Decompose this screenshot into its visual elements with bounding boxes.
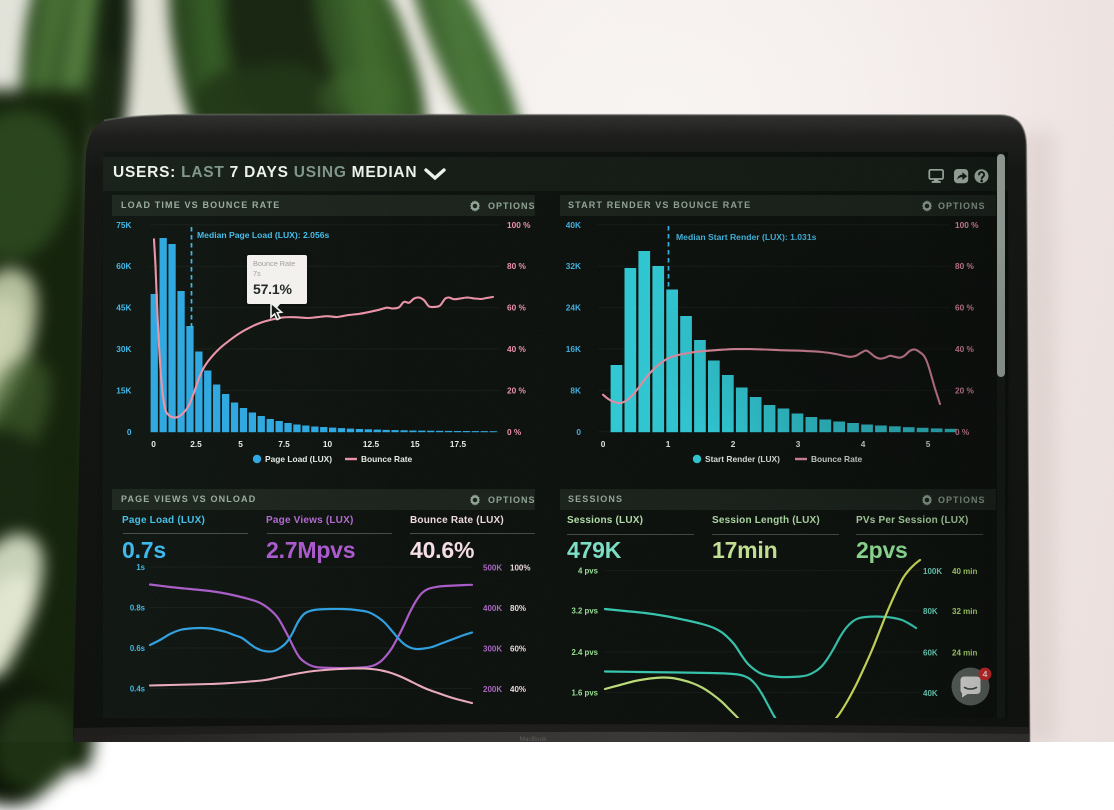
svg-text:0: 0 bbox=[151, 439, 156, 449]
svg-text:1s: 1s bbox=[136, 563, 145, 572]
svg-text:400K: 400K bbox=[483, 604, 502, 613]
svg-text:75K: 75K bbox=[116, 220, 131, 230]
svg-text:200K: 200K bbox=[483, 685, 502, 694]
svg-text:5: 5 bbox=[238, 439, 243, 449]
svg-text:60K: 60K bbox=[116, 261, 131, 271]
svg-text:3.2 pvs: 3.2 pvs bbox=[572, 607, 599, 616]
svg-text:15: 15 bbox=[410, 439, 420, 449]
svg-text:24 min: 24 min bbox=[952, 649, 977, 658]
svg-text:24K: 24K bbox=[566, 303, 581, 313]
svg-text:100 %: 100 % bbox=[955, 220, 979, 230]
svg-text:20 %: 20 % bbox=[955, 385, 975, 395]
svg-text:4: 4 bbox=[861, 439, 866, 449]
svg-text:100 %: 100 % bbox=[507, 220, 531, 230]
svg-text:3: 3 bbox=[796, 439, 801, 449]
svg-text:1.6 pvs: 1.6 pvs bbox=[572, 689, 599, 698]
svg-text:4: 4 bbox=[983, 669, 988, 679]
svg-text:15K: 15K bbox=[116, 385, 131, 395]
svg-text:40K: 40K bbox=[566, 220, 581, 230]
svg-text:40%: 40% bbox=[510, 685, 526, 694]
svg-text:60 %: 60 % bbox=[507, 303, 527, 313]
svg-text:2.4 pvs: 2.4 pvs bbox=[572, 648, 599, 657]
svg-text:32K: 32K bbox=[566, 261, 581, 271]
svg-text:100%: 100% bbox=[510, 564, 530, 573]
svg-text:20 %: 20 % bbox=[507, 385, 527, 395]
svg-text:0: 0 bbox=[601, 439, 606, 449]
svg-text:2: 2 bbox=[731, 439, 736, 449]
svg-text:80 %: 80 % bbox=[507, 261, 527, 271]
svg-text:80K: 80K bbox=[923, 607, 938, 616]
svg-text:Median Page Load (LUX): 2.056s: Median Page Load (LUX): 2.056s bbox=[197, 230, 330, 240]
svg-text:0.6s: 0.6s bbox=[130, 644, 146, 653]
svg-text:32 min: 32 min bbox=[952, 607, 977, 616]
svg-text:16K: 16K bbox=[566, 344, 581, 354]
svg-text:2.5: 2.5 bbox=[190, 439, 202, 449]
svg-text:30K: 30K bbox=[116, 344, 131, 354]
svg-text:80%: 80% bbox=[510, 604, 526, 613]
svg-text:40 min: 40 min bbox=[952, 567, 977, 576]
svg-text:5: 5 bbox=[926, 439, 931, 449]
svg-text:40 %: 40 % bbox=[507, 344, 527, 354]
svg-text:500K: 500K bbox=[483, 564, 502, 573]
svg-text:0: 0 bbox=[127, 427, 132, 437]
svg-text:0 %: 0 % bbox=[955, 427, 970, 437]
svg-text:300K: 300K bbox=[483, 645, 502, 654]
svg-text:Bounce Rate: Bounce Rate bbox=[361, 454, 413, 464]
svg-text:40 %: 40 % bbox=[955, 344, 975, 354]
svg-text:12.5: 12.5 bbox=[363, 439, 380, 449]
svg-text:17.5: 17.5 bbox=[450, 439, 467, 449]
svg-text:60%: 60% bbox=[510, 645, 526, 654]
svg-text:Median Start Render (LUX): 1.0: Median Start Render (LUX): 1.031s bbox=[676, 232, 817, 242]
svg-text:45K: 45K bbox=[116, 303, 131, 313]
svg-text:80 %: 80 % bbox=[955, 261, 975, 271]
svg-text:7.5: 7.5 bbox=[278, 439, 290, 449]
svg-text:Bounce Rate: Bounce Rate bbox=[811, 454, 863, 464]
svg-text:Start Render (LUX): Start Render (LUX) bbox=[705, 454, 780, 464]
svg-text:1: 1 bbox=[666, 439, 671, 449]
svg-text:0 %: 0 % bbox=[507, 427, 522, 437]
svg-text:8K: 8K bbox=[570, 385, 581, 395]
svg-text:4 pvs: 4 pvs bbox=[578, 567, 599, 576]
svg-text:60 %: 60 % bbox=[955, 303, 975, 313]
svg-text:0: 0 bbox=[576, 427, 581, 437]
svg-text:60K: 60K bbox=[923, 649, 938, 658]
svg-text:100K: 100K bbox=[923, 567, 942, 576]
svg-text:Page Load (LUX): Page Load (LUX) bbox=[265, 454, 332, 464]
svg-text:0.8s: 0.8s bbox=[130, 604, 146, 613]
svg-text:10: 10 bbox=[323, 439, 333, 449]
svg-text:0.4s: 0.4s bbox=[130, 685, 146, 694]
svg-text:40K: 40K bbox=[923, 689, 938, 698]
